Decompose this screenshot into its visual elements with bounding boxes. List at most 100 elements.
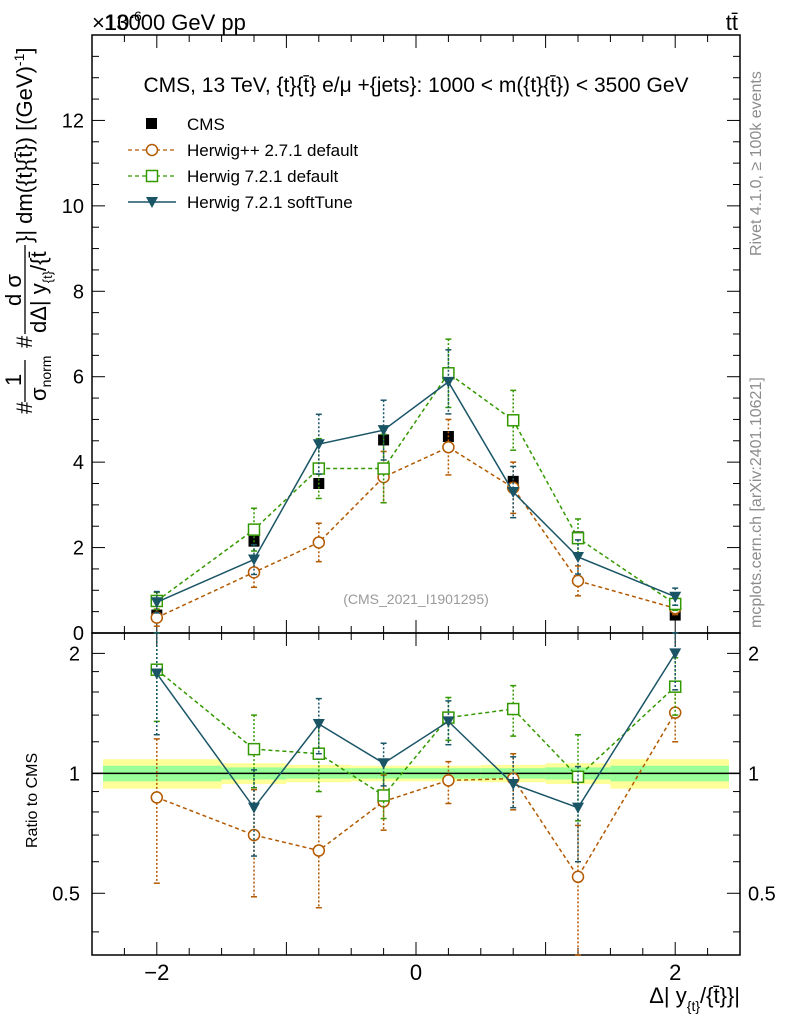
ratio-data-point <box>571 870 585 884</box>
ratio-series-2 <box>150 632 682 863</box>
legend-entry-softtune: Herwig 7.2.1 softTune <box>128 193 353 212</box>
legend-marker-herwigpp <box>145 143 159 157</box>
main-data-point <box>507 475 519 487</box>
collision-energy-label: 13000 GeV pp <box>104 10 246 35</box>
main-data-point <box>377 425 390 437</box>
ratio-series-line <box>156 669 676 797</box>
main-data-point <box>312 439 325 451</box>
ratio-uncertainty-bands <box>92 759 740 789</box>
ratio-y-tick-label: 0.5 <box>52 883 80 905</box>
legend-entry-cms: CMS <box>146 115 225 134</box>
main-data-point <box>572 551 584 563</box>
legend-marker-softtune <box>146 197 158 208</box>
x-tick-label: 2 <box>669 960 681 985</box>
ratio-frame <box>91 632 741 956</box>
main-y-tick-label: 12 <box>62 110 84 132</box>
legend-marker-herwig721 <box>145 169 159 183</box>
rivet-version-label: Rivet 4.1.0, ≥ 100k events <box>748 71 765 256</box>
ratio-data-point <box>150 791 164 804</box>
ratio-data-point <box>442 716 455 728</box>
y-label-tail: }| dm({t}{t̄}) [(GeV)-1] <box>11 48 37 243</box>
main-series-line <box>156 372 676 605</box>
main-data-point <box>506 414 520 427</box>
exponent-label: ×10-6 <box>92 8 142 35</box>
main-data-point <box>669 591 682 603</box>
main-data-point <box>571 574 585 588</box>
ratio-data-point <box>312 718 325 730</box>
main-data-point <box>247 566 261 579</box>
ratio-y-tick-label-right: 2 <box>748 643 759 665</box>
ratio-data-point <box>506 702 520 716</box>
legend-label-herwigpp: Herwig++ 2.7.1 default <box>187 141 358 160</box>
ratio-data-point <box>150 668 163 680</box>
ratio-data-point <box>669 648 682 660</box>
y-label-sigma: σnorm <box>26 356 54 401</box>
ratio-y-tick-label: 2 <box>69 643 80 665</box>
y-label-hash-2: # <box>12 335 37 348</box>
main-y-axis-label: # 1 σnorm # d σ dΔ| y{t}/{t̄ }| dm({t}{t… <box>1 48 55 414</box>
legend-label-cms: CMS <box>187 115 225 134</box>
x-axis-label: Δ| y{t}/{t̄}}| <box>649 983 740 1014</box>
ratio-panel: 0.5 0.5 1 1 2 2 −2 0 2 Ratio to CMS Δ| y{t}/{t̄}… <box>24 632 776 1014</box>
ratio-y-tick-label-right: 1 <box>748 763 759 785</box>
main-data-point <box>150 611 164 624</box>
plot-title: CMS, 13 TeV, {t}{t̄} e/μ +{jets}: 1000 <… <box>143 74 688 97</box>
y-label-dsigma: d σ <box>1 274 26 306</box>
x-tick-label: −2 <box>144 960 169 985</box>
legend-marker-cms <box>146 118 157 129</box>
ratio-y-tick-label-right: 0.5 <box>748 883 776 905</box>
ratio-y-axis-label: Ratio to CMS <box>24 753 41 848</box>
ratio-data-layer <box>150 632 682 956</box>
process-label: tt̄ <box>726 10 738 35</box>
main-data-point <box>248 554 260 566</box>
main-y-tick-label: 2 <box>73 538 84 560</box>
ratio-series-line <box>156 712 676 879</box>
main-y-tick-label: 0 <box>73 623 84 645</box>
main-series-line <box>156 380 676 603</box>
y-label-denominator: dΔ| y{t}/{t̄ <box>26 251 55 333</box>
ratio-data-point <box>312 844 326 857</box>
ratio-series-line <box>156 652 676 809</box>
main-data-point <box>150 597 163 609</box>
ratio-data-point <box>247 742 261 756</box>
ratio-axis-ticks: 0.5 0.5 1 1 2 2 −2 0 2 <box>52 633 776 985</box>
ratio-data-point <box>248 802 260 814</box>
legend-label-softtune: Herwig 7.2.1 softTune <box>187 193 353 212</box>
main-y-tick-label: 6 <box>73 367 84 389</box>
main-data-point <box>312 536 326 549</box>
main-data-point <box>377 462 390 475</box>
legend-entry-herwig721: Herwig 7.2.1 default <box>128 167 338 186</box>
ratio-data-point <box>668 706 682 719</box>
main-y-tick-label: 4 <box>73 452 84 474</box>
main-series-line <box>156 446 676 619</box>
main-data-point <box>571 531 585 545</box>
legend-entry-herwigpp: Herwig++ 2.7.1 default <box>128 141 358 160</box>
ratio-data-point <box>572 802 584 814</box>
ratio-y-tick-label: 1 <box>69 763 80 785</box>
main-data-point <box>247 523 261 536</box>
legend: CMS Herwig++ 2.7.1 default Herwig 7.2.1 … <box>128 115 358 212</box>
legend-label-herwig721: Herwig 7.2.1 default <box>187 167 338 186</box>
main-panel: 0 2 4 6 8 10 12 CMS, 13 TeV, {t}{t̄} e/μ +{jet… <box>1 34 741 645</box>
main-y-tick-label: 8 <box>73 281 84 303</box>
y-label-hash-1: # <box>12 401 37 414</box>
ratio-data-point <box>442 774 455 787</box>
main-data-point <box>507 487 520 499</box>
analysis-watermark: (CMS_2021_I1901295) <box>343 591 489 607</box>
main-y-tick-label: 10 <box>62 196 84 218</box>
ratio-series-1 <box>150 632 682 822</box>
main-series-3 <box>150 349 682 614</box>
main-axis-ticks: 0 2 4 6 8 10 12 <box>62 34 741 645</box>
ratio-data-point <box>377 758 390 770</box>
y-label-one: 1 <box>1 374 26 386</box>
x-tick-label: 0 <box>410 960 422 985</box>
main-data-point <box>442 376 455 388</box>
mcplots-label: mcplots.cern.ch [arXiv:2401.10621] <box>748 377 765 628</box>
ratio-series-0 <box>150 684 682 956</box>
main-data-layer <box>150 338 682 627</box>
ratio-data-point <box>571 770 585 784</box>
main-data-point <box>312 462 326 475</box>
main-series-2 <box>150 338 682 612</box>
ratio-data-point <box>507 779 520 791</box>
